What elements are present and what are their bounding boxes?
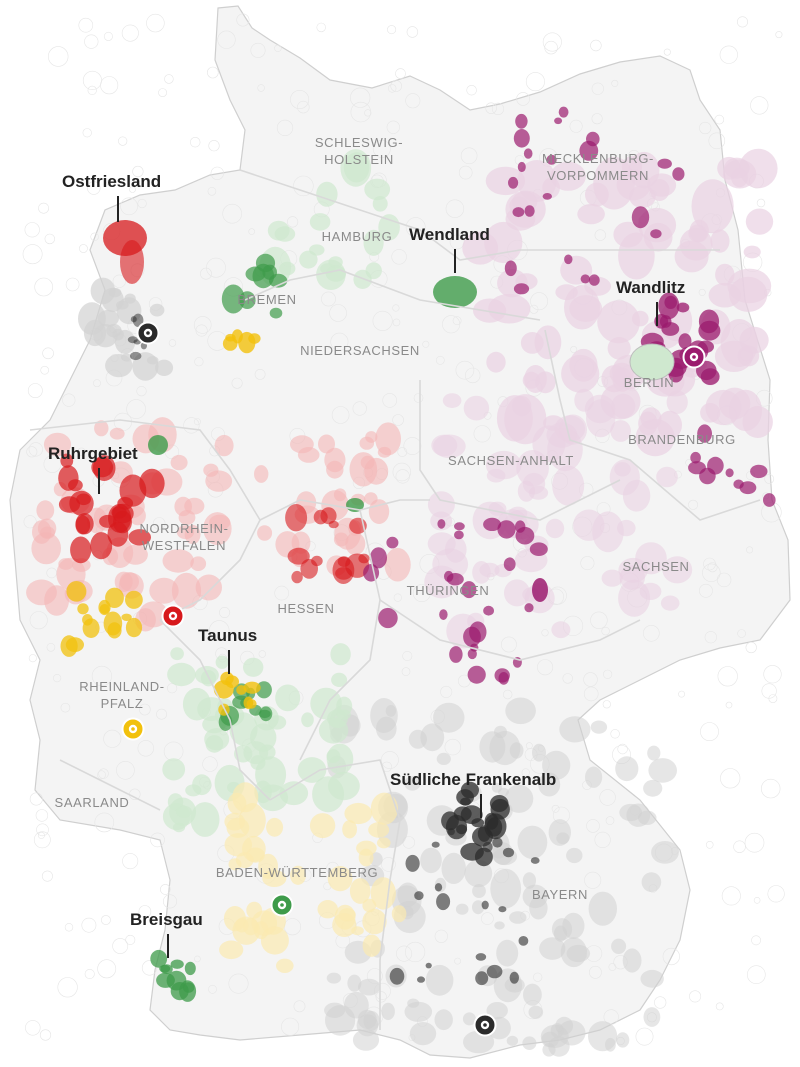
blob-yellow-ni	[222, 329, 261, 354]
state-border-9	[59, 759, 161, 811]
state-label-mv: MECKLENBURG- VORPOMMERN	[542, 151, 654, 183]
state-border-3	[419, 380, 621, 521]
blob-ruhrgebiet	[58, 453, 165, 564]
marker-black-nw	[136, 321, 160, 345]
leader-breisgau	[167, 934, 169, 958]
state-border-7	[379, 599, 641, 661]
blob-wendland	[433, 276, 477, 308]
state-label-by: BAYERN	[531, 887, 589, 902]
leader-taunus	[228, 650, 230, 674]
berlin-area	[629, 343, 675, 381]
marker-green-bw	[270, 893, 294, 917]
marker-black-by	[473, 1013, 497, 1037]
blob-purple-sachsen	[532, 578, 548, 602]
blob-red-hessen	[285, 504, 370, 585]
state-label-bb: BRANDENBURG	[628, 432, 736, 447]
state-border-1	[244, 269, 541, 321]
state-label-be: BERLIN	[623, 375, 675, 390]
blob-green-bremen	[221, 253, 288, 319]
yellow-light-bw	[219, 782, 407, 973]
region-label-wendland: Wendland	[409, 225, 490, 244]
leader-ruhrgebiet	[98, 468, 100, 494]
blob-purple-thueringen	[363, 517, 548, 685]
leader-frankenalb	[480, 794, 482, 818]
leader-ostfriesland	[117, 196, 119, 222]
state-label-th: THÜRINGEN	[406, 583, 490, 598]
state-border-6	[299, 509, 381, 761]
marker-yellow-rp	[121, 717, 145, 741]
grey-light-bavaria	[324, 697, 679, 1057]
land-layer	[9, 5, 791, 1059]
region-label-frankenalb: Südliche Frankenalb	[390, 770, 557, 789]
blob-purple-mv	[504, 106, 685, 295]
state-label-bw: BADEN-WÜRTTEMBERG	[215, 865, 379, 880]
region-label-taunus: Taunus	[198, 626, 258, 645]
state-border-8	[159, 619, 271, 801]
state-border-2	[544, 329, 761, 521]
state-border-4	[29, 419, 261, 621]
state-border-0	[239, 169, 720, 261]
purple-light-center	[424, 388, 693, 649]
map-markers	[121, 321, 706, 1037]
region-label-ruhrgebiet: Ruhrgebiet	[48, 444, 138, 463]
state-label-hb: BREMEN	[237, 292, 297, 307]
green-light-north	[259, 149, 400, 290]
blob-black-nw	[127, 313, 147, 361]
state-border-10	[269, 759, 401, 1030]
state-label-nw: NORDRHEIN- WESTFALEN	[139, 521, 229, 553]
blob-green-nw	[148, 435, 168, 455]
marker-red-rp	[161, 604, 185, 628]
state-borders	[29, 169, 761, 1030]
state-label-hh: HAMBURG	[321, 229, 393, 244]
state-label-he: HESSEN	[277, 601, 335, 616]
state-label-ni: NIEDERSACHSEN	[300, 343, 420, 358]
municipality-highlights	[26, 106, 778, 1057]
blob-frankenalb	[441, 781, 510, 867]
blob-yellow-rp	[60, 581, 143, 657]
blob-black-bavaria	[389, 828, 540, 986]
region-label-wandlitz: Wandlitz	[616, 278, 686, 297]
region-label-ostfriesland: Ostfriesland	[62, 172, 162, 191]
state-label-rp: RHEINLAND- PFALZ	[79, 679, 165, 711]
marker-purple-berlin	[682, 345, 706, 369]
grey-light-northwest	[78, 277, 174, 381]
leader-wendland	[454, 249, 456, 273]
state-label-st: SACHSEN-ANHALT	[448, 453, 574, 468]
state-label-sl: SAARLAND	[54, 795, 130, 810]
blob-purple-bb	[688, 424, 776, 507]
blob-breisgau	[150, 949, 197, 1002]
blob-ostfriesland-b	[120, 240, 144, 284]
state-label-sn: SACHSEN	[622, 559, 690, 574]
region-label-breisgau: Breisgau	[130, 910, 203, 929]
state-label-sh: SCHLESWIG- HOLSTEIN	[314, 135, 404, 167]
leader-wandlitz	[656, 302, 658, 326]
green-light-southwest	[162, 643, 360, 837]
